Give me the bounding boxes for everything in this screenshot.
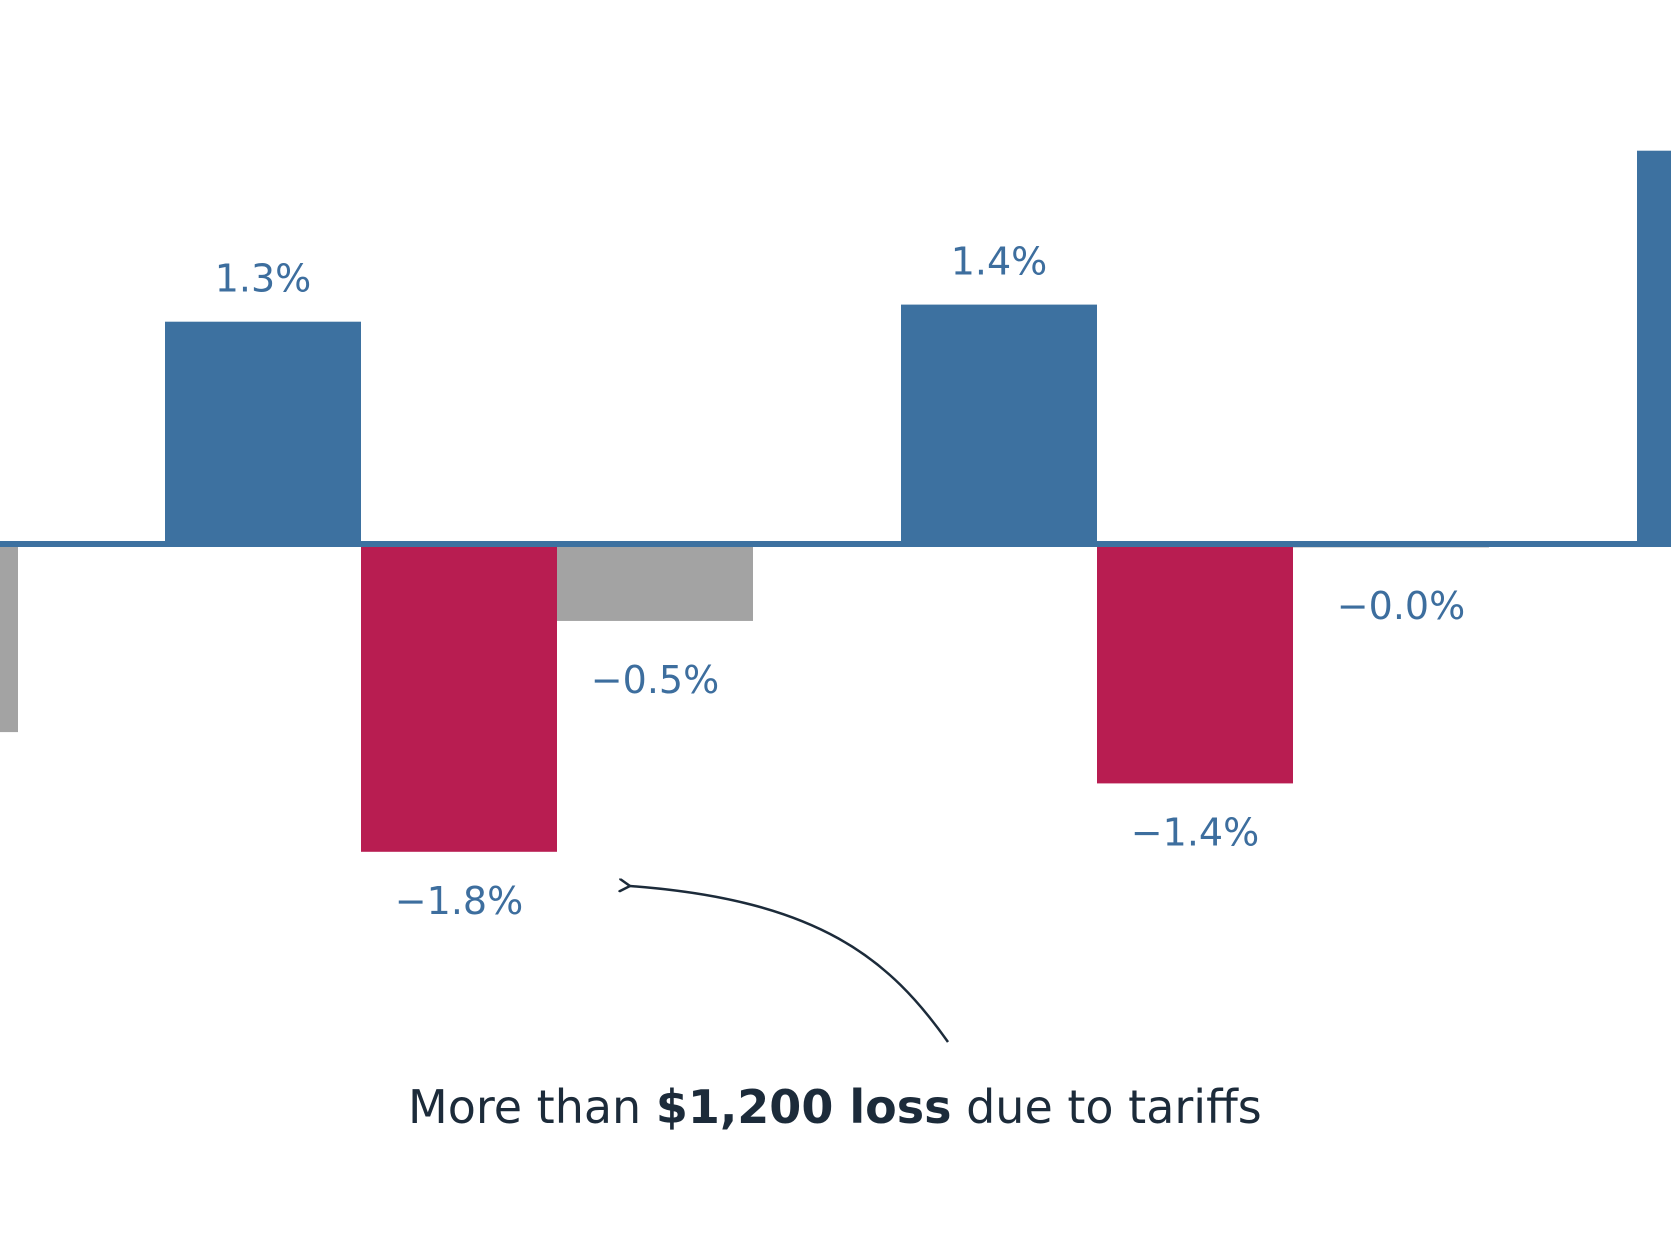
- bar-label-3: −0.5%: [591, 658, 719, 702]
- annotation-text: More than $1,200 loss due to tariffs: [408, 1080, 1262, 1134]
- bar-label-2: −1.8%: [395, 879, 523, 923]
- annotation-arrow: [630, 886, 950, 1043]
- bar-label-6: −0.0%: [1337, 584, 1465, 628]
- bar-positive-1: [165, 321, 361, 544]
- bar-tariff_loss-5: [1097, 544, 1293, 784]
- bar-tariff_loss-2: [361, 544, 557, 852]
- bar-label-5: −1.4%: [1131, 810, 1259, 854]
- bars-layer: [0, 150, 1671, 852]
- bar-label-1: 1.3%: [215, 257, 312, 301]
- annotation-bold: $1,200 loss: [656, 1080, 952, 1134]
- bar-label-4: 1.4%: [951, 240, 1048, 284]
- annotation-suffix: due to tariffs: [951, 1080, 1261, 1134]
- bar-positive-4: [901, 304, 1097, 544]
- data-labels-layer: 1.3% −1.8% −0.5% 1.4% −1.4% −0.0%: [215, 240, 1465, 923]
- bar-positive-7: [1637, 150, 1671, 544]
- bar-net-0: [0, 544, 18, 733]
- bar-net-3: [557, 544, 753, 621]
- annotation-prefix: More than: [408, 1080, 656, 1134]
